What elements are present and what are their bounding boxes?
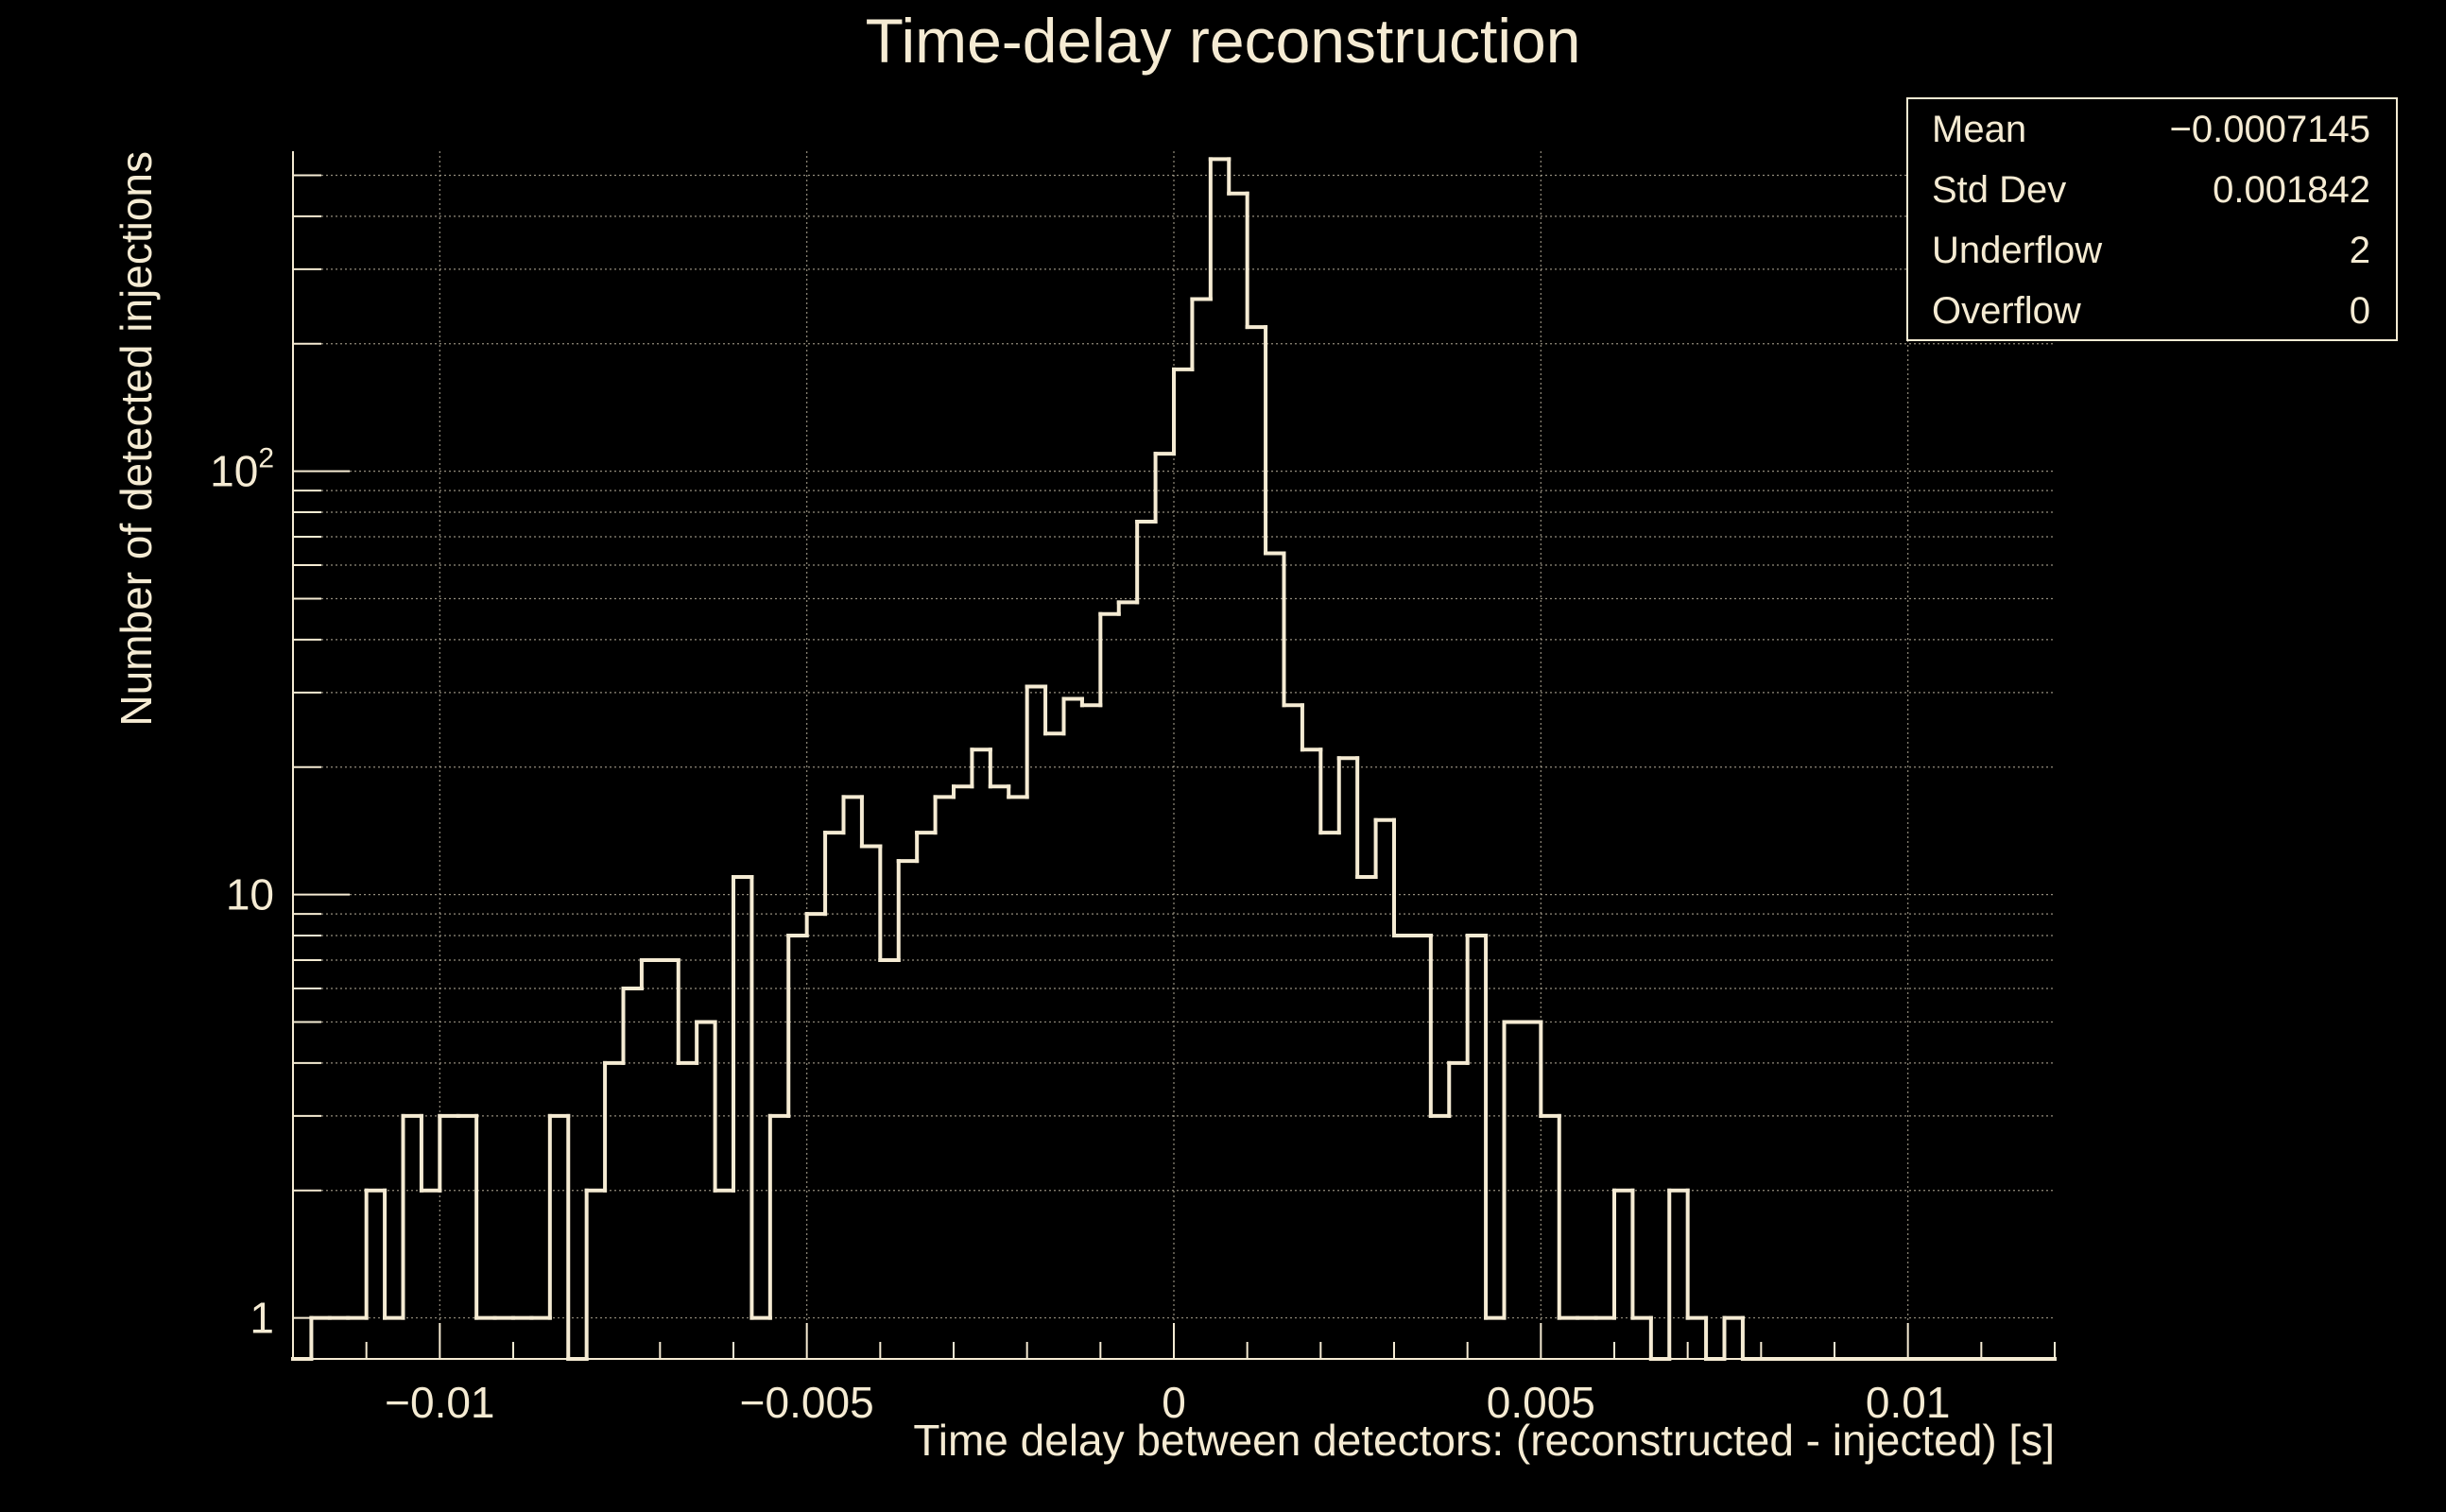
stats-box: Mean −0.0007145 Std Dev 0.001842 Underfl… — [1906, 97, 2398, 341]
stats-underflow-label: Underflow — [1932, 230, 2102, 271]
x-tick-label-3: 0.005 — [1487, 1378, 1595, 1427]
chart-title: Time-delay reconstruction — [866, 6, 1581, 76]
axes — [292, 151, 2055, 1360]
stats-mean-value: −0.0007145 — [2170, 109, 2370, 150]
y-tick-label-0: 1 — [250, 1294, 274, 1343]
stats-stddev-label: Std Dev — [1932, 169, 2066, 211]
x-tick-label-2: 0 — [1162, 1378, 1186, 1427]
y-axis-label: Number of detected injections — [112, 151, 161, 727]
stats-mean-label: Mean — [1932, 109, 2026, 150]
x-tick-label-1: −0.005 — [740, 1378, 874, 1427]
x-tick-label-4: 0.01 — [1866, 1378, 1951, 1427]
x-tick-label-0: −0.01 — [385, 1378, 494, 1427]
grid — [293, 151, 2055, 1359]
stats-overflow-value: 0 — [2350, 290, 2370, 332]
y-tick-label-1: 10 — [226, 870, 274, 919]
histogram-bins — [291, 157, 2057, 1361]
stats-overflow-label: Overflow — [1932, 290, 2081, 332]
stats-box-frame — [1906, 97, 2398, 341]
y-tick-label-2: 102 — [210, 443, 274, 496]
x-axis-label: Time delay between detectors: (reconstru… — [913, 1416, 2055, 1465]
stats-stddev-value: 0.001842 — [2213, 169, 2370, 211]
axis-ticks: 1 10 102 −0.01 −0.005 0 0.005 0.01 — [210, 174, 2056, 1427]
stats-underflow-value: 2 — [2350, 230, 2370, 271]
